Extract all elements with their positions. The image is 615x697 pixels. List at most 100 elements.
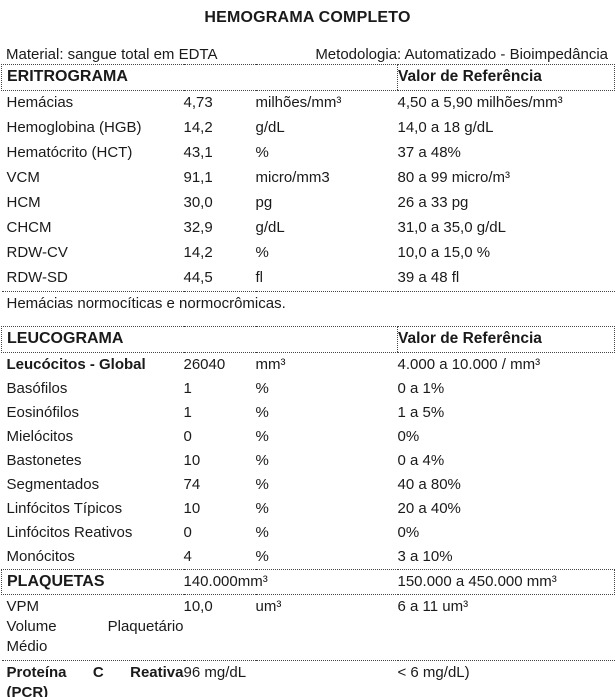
analyte-value: 140.000mm³ xyxy=(183,568,398,595)
analyte-value: 96 mg/dL xyxy=(183,660,398,697)
results-table: ERITROGRAMA Valor de Referência Hemácias… xyxy=(1,64,615,697)
vpm-abbreviation: VPM xyxy=(6,597,40,615)
table-row: Hemácias 4,73 milhões/mm³ 4,50 a 5,90 mi… xyxy=(2,91,615,117)
analyte-unit: fl xyxy=(255,266,398,292)
analyte-value: 0 xyxy=(183,427,192,445)
analyte-reference: 31,0 a 35,0 g/dL xyxy=(397,219,506,236)
section-header-eritrograma: ERITROGRAMA Valor de Referência xyxy=(1,64,615,91)
section-header-plaquetas: PLAQUETAS 140.000mm³ 150.000 a 450.000 m… xyxy=(1,568,615,595)
analyte-reference: 6 a 11 um³ xyxy=(397,594,615,661)
analyte-name: CHCM xyxy=(6,219,52,236)
analyte-unit: micro/mm3 xyxy=(255,169,330,186)
analyte-name: Eosinófilos xyxy=(6,403,80,421)
analyte-name: RDW-CV xyxy=(6,244,68,261)
analyte-name: VPM Volume Plaquetário Médio xyxy=(1,594,184,661)
specimen-meta-row: Material: sangue total em EDTA Metodolog… xyxy=(0,45,615,64)
analyte-reference: 4,50 a 5,90 milhões/mm³ xyxy=(397,94,563,111)
analyte-name: Segmentados xyxy=(6,475,100,493)
analyte-unit: % xyxy=(255,427,269,445)
table-row: Leucócitos - Global 26040 mm³ 4.000 a 10… xyxy=(2,352,615,377)
analyte-value: 91,1 xyxy=(183,169,213,186)
analyte-value: 4,73 xyxy=(183,94,213,111)
analyte-unit: % xyxy=(255,144,269,161)
analyte-name: HCM xyxy=(6,194,41,211)
analyte-name: VCM xyxy=(6,169,40,186)
pcr-row: Proteína C Reativa (PCR) 96 mg/dL < 6 mg… xyxy=(1,660,615,697)
analyte-value: 43,1 xyxy=(183,144,213,161)
analyte-name: Linfócitos Típicos xyxy=(6,499,123,517)
analyte-reference: 10,0 a 15,0 % xyxy=(397,244,491,261)
analyte-unit: pg xyxy=(255,194,273,211)
pcr-name-word: Reativa xyxy=(130,663,184,681)
analyte-unit: g/dL xyxy=(255,219,285,236)
section-spacer xyxy=(2,314,615,326)
analyte-name: Proteína C Reativa (PCR) xyxy=(1,660,184,697)
analyte-name: Mielócitos xyxy=(6,427,74,445)
analyte-reference: 3 a 10% xyxy=(397,547,453,565)
page-title: HEMOGRAMA COMPLETO xyxy=(204,9,411,26)
analyte-name: Hematócrito (HCT) xyxy=(6,144,133,161)
analyte-reference: 20 a 40% xyxy=(397,499,461,517)
table-row: RDW-SD 44,5 fl 39 a 48 fl xyxy=(1,266,615,292)
analyte-value: 44,5 xyxy=(183,266,256,292)
analyte-value: 1 xyxy=(183,379,192,397)
analyte-unit: % xyxy=(255,379,269,397)
analyte-unit: mm³ xyxy=(255,355,286,373)
table-row: CHCM 32,9 g/dL 31,0 a 35,0 g/dL xyxy=(2,216,615,241)
analyte-value: 30,0 xyxy=(183,194,213,211)
analyte-name: Monócitos xyxy=(6,547,75,565)
eritrograma-note: Hemácias normocíticas e normocrômicas. xyxy=(6,295,286,312)
analyte-value: 10,0 xyxy=(183,594,256,661)
analyte-reference: 14,0 a 18 g/dL xyxy=(397,119,494,136)
table-row: Mielócitos 0 % 0% xyxy=(2,425,615,449)
table-row: RDW-CV 14,2 % 10,0 a 15,0 % xyxy=(2,241,615,266)
vpm-full-name-line: Volume Plaquetário xyxy=(7,617,184,637)
reference-column-header: Valor de Referência xyxy=(397,64,615,91)
analyte-unit: um³ xyxy=(255,594,398,661)
pcr-name-line: Proteína C Reativa xyxy=(7,663,184,683)
analyte-unit: % xyxy=(255,403,269,421)
analyte-reference: 1 a 5% xyxy=(397,403,445,421)
table-row: VCM 91,1 micro/mm3 80 a 99 micro/m³ xyxy=(2,166,615,191)
table-row: Basófilos 1 % 0 a 1% xyxy=(2,377,615,401)
analyte-name: Bastonetes xyxy=(6,451,82,469)
table-row: Monócitos 4 % 3 a 10% xyxy=(2,545,615,570)
analyte-unit: g/dL xyxy=(255,119,285,136)
table-row: Eosinófilos 1 % 1 a 5% xyxy=(2,401,615,425)
analyte-value: 14,2 xyxy=(183,119,213,136)
pcr-name-line2: (PCR) xyxy=(6,683,49,697)
section-title: PLAQUETAS xyxy=(1,568,184,595)
analyte-unit: % xyxy=(255,451,269,469)
table-row: Linfócitos Reativos 0 % 0% xyxy=(2,521,615,545)
analyte-value: 10 xyxy=(183,499,201,517)
analyte-value: 0 xyxy=(183,523,192,541)
table-row: Hemoglobina (HGB) 14,2 g/dL 14,0 a 18 g/… xyxy=(2,116,615,141)
section-title: ERITROGRAMA xyxy=(1,64,398,91)
analyte-value: 4 xyxy=(183,547,192,565)
analyte-unit: % xyxy=(255,547,269,565)
analyte-reference: 39 a 48 fl xyxy=(397,266,615,292)
analyte-reference: 26 a 33 pg xyxy=(397,194,469,211)
analyte-unit: % xyxy=(255,499,269,517)
vpm-name-word: Plaquetário xyxy=(107,617,184,635)
analyte-reference: 4.000 a 10.000 / mm³ xyxy=(397,355,541,373)
analyte-name: Hemoglobina (HGB) xyxy=(6,119,142,136)
pcr-name-word: C xyxy=(92,663,104,681)
analyte-reference: 0% xyxy=(397,427,420,445)
section-header-leucograma: LEUCOGRAMA Valor de Referência xyxy=(1,325,615,353)
analyte-value: 10 xyxy=(183,451,201,469)
analyte-name: Leucócitos - Global xyxy=(6,355,146,373)
analyte-value: 26040 xyxy=(183,355,226,373)
table-row: Segmentados 74 % 40 a 80% xyxy=(2,473,615,497)
analyte-reference: 0 a 1% xyxy=(397,379,445,397)
table-row: Bastonetes 10 % 0 a 4% xyxy=(2,449,615,473)
analyte-value: 14,2 xyxy=(183,244,213,261)
analyte-name: Linfócitos Reativos xyxy=(6,523,133,541)
vpm-name-word: Volume xyxy=(6,617,57,635)
methodology-info: Metodologia: Automatizado - Bioimpedânci… xyxy=(315,46,608,63)
vpm-name-line3: Médio xyxy=(6,637,48,655)
section-title: LEUCOGRAMA xyxy=(1,325,398,353)
vpm-row: VPM Volume Plaquetário Médio 10,0 um³ 6 … xyxy=(1,594,615,661)
analyte-reference: 40 a 80% xyxy=(397,475,461,493)
analyte-value: 1 xyxy=(183,403,192,421)
